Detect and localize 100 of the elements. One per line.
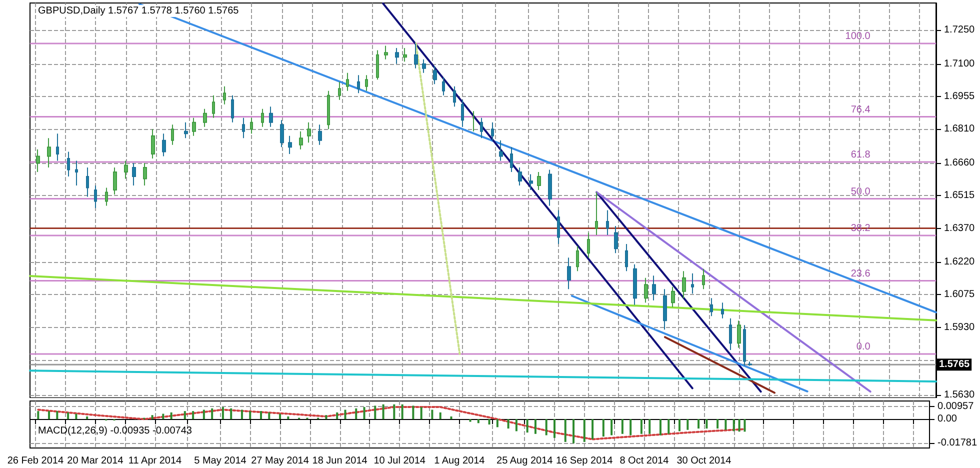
candlestick xyxy=(737,320,741,348)
bar xyxy=(67,412,70,420)
candlestick xyxy=(346,72,349,92)
bar xyxy=(439,412,442,420)
bar xyxy=(686,419,689,430)
bar xyxy=(401,404,404,420)
bar xyxy=(698,419,700,429)
candlestick xyxy=(472,110,475,132)
y-tick-label: 0.00957 xyxy=(938,400,974,412)
bar xyxy=(240,410,243,420)
candlestick xyxy=(184,122,188,139)
candlestick xyxy=(625,244,628,272)
candlestick xyxy=(36,148,40,172)
x-tick-label: 20 Mar 2014 xyxy=(67,456,124,466)
candlestick xyxy=(318,124,322,146)
bar xyxy=(86,416,88,420)
bar xyxy=(630,419,632,436)
candlestick xyxy=(710,298,713,317)
x-tick-label: 25 Aug 2014 xyxy=(496,456,554,466)
candlestick xyxy=(633,264,637,306)
candlestick xyxy=(576,246,579,272)
y-tick-label: 1.6955 xyxy=(944,90,976,102)
candlestick xyxy=(529,174,533,190)
bar xyxy=(507,419,510,429)
bar xyxy=(678,419,681,432)
text: MACD(12,26,9) -0.00935 -0.00743 xyxy=(38,426,192,436)
candlestick xyxy=(242,117,245,139)
bar xyxy=(260,411,262,420)
candlestick xyxy=(595,192,598,236)
candlestick xyxy=(124,160,128,180)
candlestick xyxy=(269,106,273,128)
bar xyxy=(553,419,556,438)
x-tick-label: 11 Apr 2014 xyxy=(128,456,182,466)
candlestick xyxy=(162,133,166,157)
bar xyxy=(211,408,214,420)
candlestick xyxy=(75,160,78,186)
candlestick xyxy=(143,162,147,186)
bar xyxy=(287,416,290,420)
candlestick xyxy=(94,184,97,209)
candlestick xyxy=(491,122,494,141)
bar xyxy=(744,419,746,432)
bar xyxy=(610,419,613,436)
y-tick-label: 1.5630 xyxy=(944,390,976,400)
bar xyxy=(192,411,194,420)
bar xyxy=(393,404,396,420)
y-tick-label: 1.6220 xyxy=(944,256,976,268)
candlestick xyxy=(376,50,379,80)
candlestick xyxy=(212,94,215,118)
candlestick xyxy=(288,135,292,154)
bar xyxy=(37,411,40,420)
candlestick xyxy=(499,140,503,162)
candlestick xyxy=(261,108,264,128)
candlestick xyxy=(606,210,609,236)
bar xyxy=(268,412,270,420)
x-tick-label: 26 Feb 2014 xyxy=(7,456,64,466)
candlestick xyxy=(537,171,541,190)
candlestick xyxy=(729,318,732,350)
bar xyxy=(716,419,719,429)
y-tick-label: 1.6075 xyxy=(944,289,976,300)
candlestick xyxy=(47,138,51,168)
candlestick xyxy=(365,74,368,92)
bar xyxy=(202,410,205,420)
candlestick xyxy=(151,128,155,159)
bar xyxy=(534,419,536,434)
bar xyxy=(724,419,727,430)
bar xyxy=(56,411,58,420)
y-tick-label: 1.6515 xyxy=(944,190,976,202)
bar xyxy=(469,419,472,422)
bar xyxy=(279,414,282,420)
candlestick xyxy=(721,302,724,319)
candlestick xyxy=(510,146,513,172)
bar xyxy=(249,411,252,420)
x-tick-label: 30 Oct 2014 xyxy=(676,456,732,466)
bar xyxy=(170,412,172,420)
candlestick xyxy=(702,268,705,290)
candlestick xyxy=(327,90,330,130)
bar xyxy=(583,419,586,442)
bar xyxy=(450,416,452,420)
x-tick-label: 27 May 2014 xyxy=(251,456,310,466)
line-series xyxy=(37,406,746,440)
bar xyxy=(162,414,164,420)
candlestick xyxy=(614,226,618,254)
candlestick xyxy=(548,169,552,206)
x-tick-label: 18 Jun 2014 xyxy=(312,456,368,466)
bar xyxy=(344,410,346,420)
bar xyxy=(706,419,708,429)
candlestick xyxy=(567,257,571,290)
candlestick xyxy=(652,275,656,301)
candlestick xyxy=(223,86,226,105)
bar xyxy=(659,419,662,436)
candlestick xyxy=(357,74,360,94)
bar xyxy=(420,407,422,420)
y-tick-label: 1.6370 xyxy=(944,222,976,234)
y-tick-label: 1.6660 xyxy=(944,157,976,168)
y-tick-label: 1.7100 xyxy=(944,58,976,70)
x-tick-label: 1 Aug 2014 xyxy=(434,456,486,466)
bar xyxy=(648,419,651,434)
candlestick xyxy=(192,117,196,136)
bar xyxy=(738,419,740,432)
bar xyxy=(592,419,594,440)
